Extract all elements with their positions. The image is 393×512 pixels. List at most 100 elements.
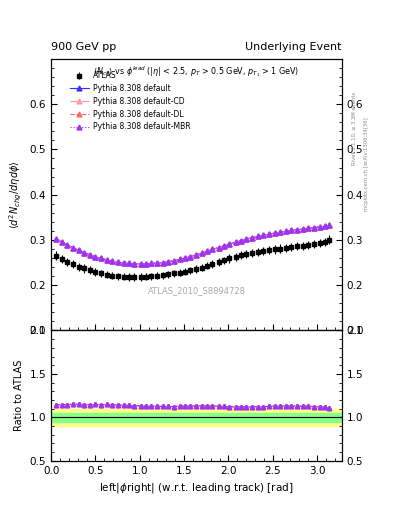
Pythia 8.308 default-DL (200, 250, 204, 256)
Text: 900 GeV pp: 900 GeV pp (51, 42, 116, 52)
Pythia 8.308 default-CD (323, 223, 327, 229)
Pythia 8.308 default-MBR (172, 258, 177, 264)
Pythia 8.308 default (132, 261, 137, 267)
Pythia 8.308 default (210, 246, 215, 252)
Pythia 8.308 default-MBR (115, 259, 120, 265)
Pythia 8.308 default-MBR (105, 257, 109, 263)
Pythia 8.308 default-DL (188, 253, 193, 260)
Pythia 8.308 default-DL (210, 246, 215, 252)
Pythia 8.308 default (244, 236, 248, 242)
Pythia 8.308 default-MBR (289, 227, 294, 233)
Pythia 8.308 default (323, 223, 327, 229)
Pythia 8.308 default (177, 257, 182, 263)
Pythia 8.308 default-DL (81, 249, 86, 255)
Pythia 8.308 default-CD (193, 252, 198, 258)
Pythia 8.308 default (121, 260, 126, 266)
Pythia 8.308 default (127, 261, 132, 267)
Pythia 8.308 default-CD (272, 230, 277, 236)
Pythia 8.308 default-MBR (327, 222, 332, 228)
Pythia 8.308 default (311, 225, 316, 231)
Pythia 8.308 default-DL (143, 261, 148, 267)
Pythia 8.308 default-CD (327, 222, 332, 228)
Pythia 8.308 default-MBR (59, 239, 64, 245)
Pythia 8.308 default-DL (76, 247, 81, 253)
Line: Pythia 8.308 default-DL: Pythia 8.308 default-DL (53, 223, 332, 266)
Text: mcplots.cern.ch [arXiv:1306:34[36]: mcplots.cern.ch [arXiv:1306:34[36] (364, 117, 369, 211)
Pythia 8.308 default-DL (166, 259, 171, 265)
Pythia 8.308 default-DL (172, 258, 177, 264)
Pythia 8.308 default-MBR (188, 253, 193, 260)
Pythia 8.308 default (301, 226, 305, 232)
Pythia 8.308 default-MBR (244, 236, 248, 242)
Pythia 8.308 default-CD (149, 261, 154, 267)
Pythia 8.308 default-MBR (166, 259, 171, 265)
Pythia 8.308 default (255, 233, 260, 240)
Pythia 8.308 default-DL (98, 255, 103, 262)
Pythia 8.308 default (250, 234, 255, 241)
Pythia 8.308 default-CD (244, 236, 248, 242)
Pythia 8.308 default-CD (105, 257, 109, 263)
Pythia 8.308 default-CD (183, 255, 187, 261)
Pythia 8.308 default-DL (318, 224, 322, 230)
Pythia 8.308 default (188, 253, 193, 260)
Pythia 8.308 default-CD (132, 261, 137, 267)
Pythia 8.308 default (239, 238, 243, 244)
Pythia 8.308 default-DL (233, 239, 238, 245)
Pythia 8.308 default (160, 260, 165, 266)
Pythia 8.308 default-CD (306, 225, 310, 231)
Pythia 8.308 default-MBR (311, 225, 316, 231)
Pythia 8.308 default-DL (239, 238, 243, 244)
Pythia 8.308 default-CD (250, 234, 255, 241)
Pythia 8.308 default-DL (267, 231, 272, 237)
Pythia 8.308 default-MBR (301, 226, 305, 232)
Line: Pythia 8.308 default-MBR: Pythia 8.308 default-MBR (53, 223, 332, 266)
Pythia 8.308 default (138, 261, 143, 267)
Pythia 8.308 default-CD (277, 229, 282, 236)
Pythia 8.308 default-DL (193, 252, 198, 258)
Bar (51, 409, 342, 426)
Pythia 8.308 default-MBR (318, 224, 322, 230)
Pythia 8.308 default-DL (132, 261, 137, 267)
Pythia 8.308 default-CD (115, 259, 120, 265)
Pythia 8.308 default (155, 260, 160, 266)
Pythia 8.308 default-MBR (81, 249, 86, 255)
Pythia 8.308 default (53, 236, 58, 242)
Pythia 8.308 default-MBR (88, 252, 92, 258)
Pythia 8.308 default-MBR (284, 228, 288, 234)
Pythia 8.308 default-CD (210, 246, 215, 252)
Pythia 8.308 default-DL (289, 227, 294, 233)
Text: Underlying Event: Underlying Event (245, 42, 342, 52)
Pythia 8.308 default (71, 245, 75, 251)
Pythia 8.308 default (261, 232, 265, 239)
Pythia 8.308 default-CD (155, 260, 160, 266)
Pythia 8.308 default-DL (115, 259, 120, 265)
Pythia 8.308 default-CD (233, 239, 238, 245)
Pythia 8.308 default-MBR (110, 258, 115, 264)
Pythia 8.308 default-DL (244, 236, 248, 242)
Pythia 8.308 default-DL (216, 245, 221, 251)
Pythia 8.308 default-MBR (53, 236, 58, 242)
Pythia 8.308 default-MBR (323, 223, 327, 229)
Pythia 8.308 default-MBR (272, 230, 277, 236)
Pythia 8.308 default-MBR (160, 260, 165, 266)
Pythia 8.308 default-MBR (210, 246, 215, 252)
Pythia 8.308 default (115, 259, 120, 265)
Pythia 8.308 default-DL (277, 229, 282, 236)
Pythia 8.308 default-MBR (65, 242, 70, 248)
Pythia 8.308 default-CD (216, 245, 221, 251)
Pythia 8.308 default-DL (53, 236, 58, 242)
Pythia 8.308 default-CD (222, 243, 226, 249)
Pythia 8.308 default-CD (301, 226, 305, 232)
Y-axis label: Ratio to ATLAS: Ratio to ATLAS (14, 360, 24, 431)
Pythia 8.308 default-CD (110, 258, 115, 264)
Pythia 8.308 default-DL (250, 234, 255, 241)
Pythia 8.308 default (183, 255, 187, 261)
Pythia 8.308 default-MBR (277, 229, 282, 236)
Pythia 8.308 default-CD (71, 245, 75, 251)
Pythia 8.308 default-MBR (200, 250, 204, 256)
Pythia 8.308 default-MBR (306, 225, 310, 231)
Pythia 8.308 default (200, 250, 204, 256)
Pythia 8.308 default (105, 257, 109, 263)
Text: $\langle N_{ch}\rangle$ vs $\phi^{lead}$ ($|\eta|$ < 2.5, $p_T$ > 0.5 GeV, $p_{T: $\langle N_{ch}\rangle$ vs $\phi^{lead}$… (93, 65, 300, 79)
Pythia 8.308 default-CD (53, 236, 58, 242)
